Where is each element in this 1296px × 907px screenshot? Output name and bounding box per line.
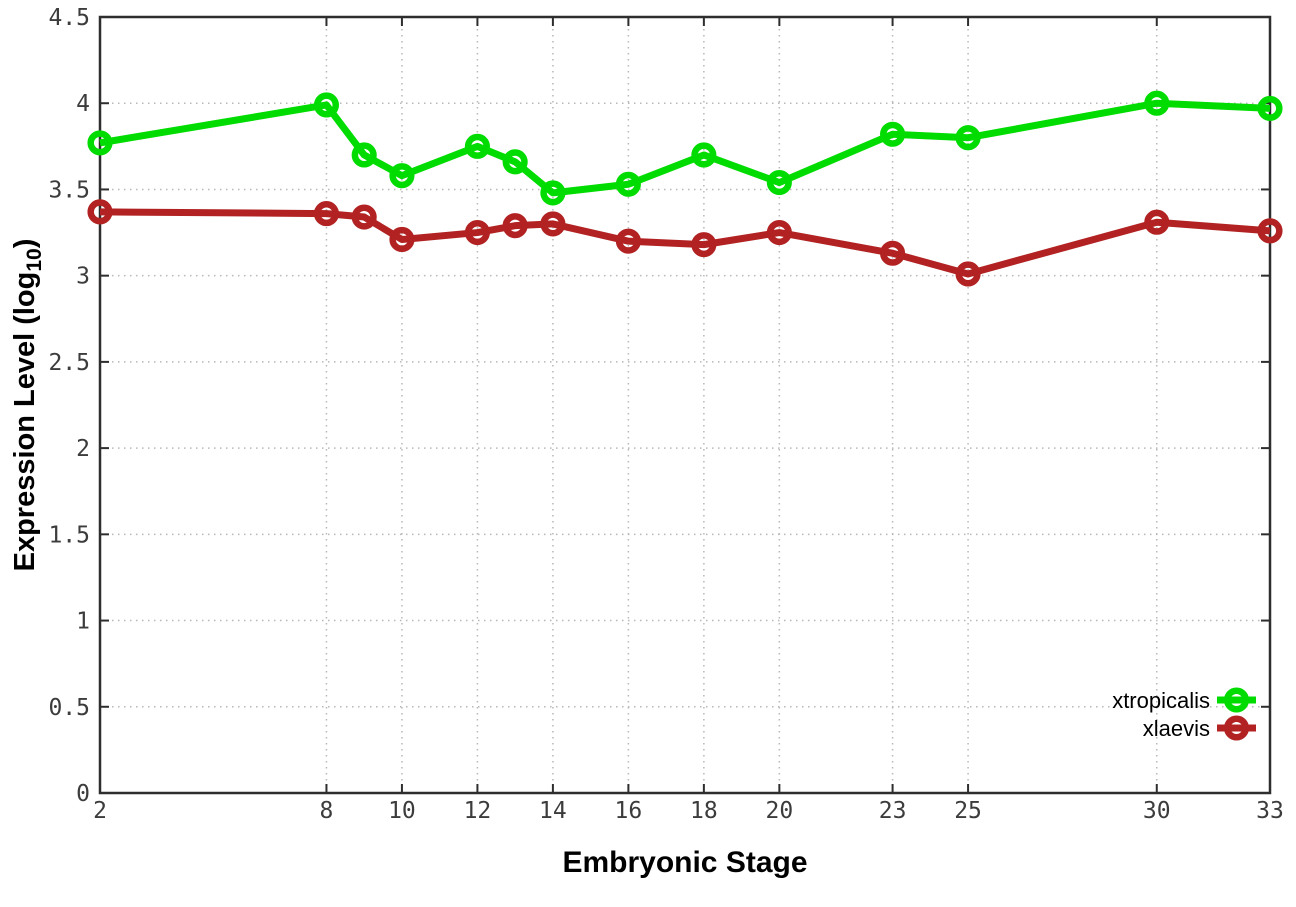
data-point-xlaevis	[691, 232, 717, 258]
plot-generated-layer: 2 8 10 12 14 16 18 20 23 25 30 33 0 0.5 1 1.5 2 2.5 3 3.5 4 4…	[48, 5, 1283, 824]
y-axis-title-main: Expression Level (log	[9, 272, 41, 572]
y-tick-label: 0	[76, 781, 90, 807]
y-tick-label: 2.5	[48, 350, 90, 376]
x-tick-label: 16	[615, 798, 643, 824]
data-point-xtropicalis	[766, 169, 792, 196]
data-point-xtropicalis	[1144, 90, 1170, 116]
data-point-xtropicalis	[1257, 95, 1283, 121]
y-tick-label: 4	[76, 91, 90, 117]
y-tick-label: 0.5	[48, 695, 90, 721]
y-axis-title-subscript: 10	[23, 248, 46, 271]
y-tick-label: 3.5	[48, 177, 90, 203]
series-line-xtropicalis	[99, 99, 1271, 197]
x-tick-label: 20	[766, 798, 794, 824]
legend-label-xlaevis: xlaevis	[1143, 716, 1210, 741]
legend-marker-xtropicalis	[1223, 687, 1250, 713]
x-tick-label: 10	[388, 798, 416, 824]
data-point-xlaevis	[766, 220, 792, 246]
y-tick-label: 1	[76, 609, 90, 635]
data-point-xtropicalis	[351, 142, 377, 168]
data-point-xlaevis	[880, 240, 906, 266]
data-point-xlaevis	[389, 226, 415, 253]
x-tick-label: 8	[320, 798, 334, 824]
data-point-xtropicalis	[502, 149, 528, 175]
series-line-xlaevis	[99, 208, 1271, 278]
x-tick-label: 33	[1256, 798, 1284, 824]
x-tick-label: 25	[954, 798, 982, 824]
y-tick-label: 2	[76, 436, 90, 462]
x-tick-label: 30	[1143, 798, 1171, 824]
data-point-xtropicalis	[389, 163, 415, 189]
data-point-xtropicalis	[955, 125, 981, 151]
data-point-xlaevis	[540, 211, 566, 237]
data-point-xtropicalis	[880, 121, 906, 147]
x-axis-title: Embryonic Stage	[562, 846, 807, 879]
data-point-xtropicalis	[540, 180, 566, 206]
legend-label-xtropicalis: xtropicalis	[1112, 688, 1210, 713]
data-point-xlaevis	[87, 199, 113, 225]
y-axis-title-close: )	[9, 239, 41, 249]
x-tick-label: 18	[690, 798, 718, 824]
data-point-xtropicalis	[691, 142, 717, 168]
y-tick-label: 3	[76, 264, 90, 290]
y-axis-title: Expression Level (log10)	[9, 239, 46, 572]
data-point-xtropicalis	[313, 92, 340, 118]
data-point-xlaevis	[351, 204, 377, 230]
data-point-xtropicalis	[464, 133, 490, 159]
data-point-xlaevis	[313, 201, 340, 227]
y-tick-label: 1.5	[48, 522, 90, 548]
legend-marker-xlaevis	[1223, 715, 1250, 741]
x-tick-label: 23	[879, 798, 907, 824]
y-tick-label: 4.5	[48, 5, 90, 31]
data-point-xtropicalis	[87, 130, 113, 156]
plot-border	[98, 15, 1272, 795]
x-tick-label: 14	[539, 798, 567, 824]
data-point-xlaevis	[502, 213, 528, 239]
data-point-xlaevis	[615, 228, 641, 254]
data-point-xlaevis	[955, 261, 981, 287]
x-tick-label: 12	[464, 798, 492, 824]
data-point-xlaevis	[1144, 209, 1170, 235]
x-tick-label: 2	[93, 798, 107, 824]
data-point-xlaevis	[464, 220, 490, 246]
data-point-xtropicalis	[615, 171, 641, 197]
data-point-xlaevis	[1257, 218, 1283, 244]
